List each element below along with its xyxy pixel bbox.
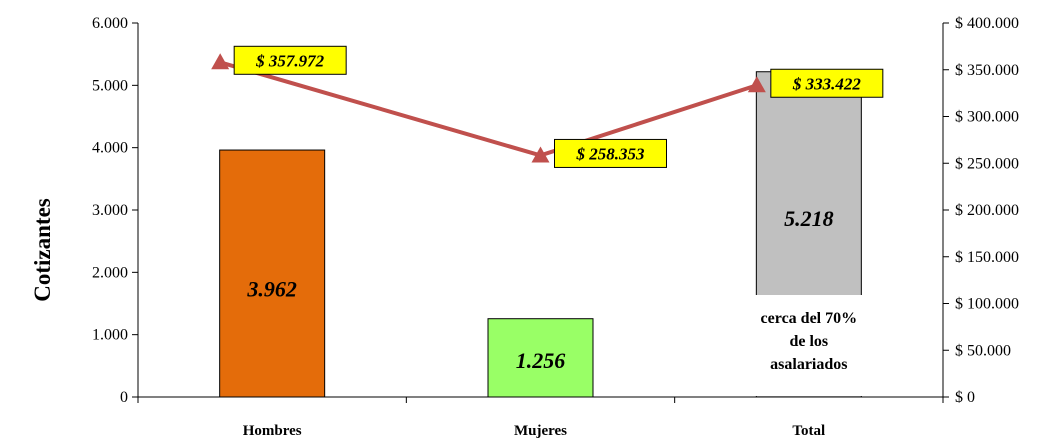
x-tick-label: Mujeres [514,423,567,439]
line-value-label: $ 333.422 [770,68,884,98]
y-tick-label: 3.000 [92,202,128,219]
line-label-text: $ 357.972 [255,51,325,70]
y2-tick-label: $ 150.000 [955,249,1019,266]
line-marker [747,76,766,93]
bar-annotation: cerca del 70% de los asalariados [742,295,875,396]
line-series-path [219,60,758,158]
line-series: $ 357.972 $ 258.353 $ 333.422 [211,45,884,168]
y-tick-label: 6.000 [92,15,128,32]
line-label-box [233,45,347,75]
annotation-line: asalariados [770,356,847,373]
line-value-label: $ 357.972 [233,45,347,75]
y2-tick-label: $ 250.000 [955,155,1019,172]
y2-tick-label: $ 300.000 [955,109,1019,126]
annotation-box [742,295,875,396]
x-tick-label: Hombres [243,423,302,439]
x-tick-label: Total [792,423,825,439]
y-axis-title: Cotizantes [30,198,55,302]
line-marker [211,53,230,70]
y2-tick-label: $ 200.000 [955,202,1019,219]
line-value-label: $ 258.353 [554,138,667,168]
y2-tick-label: $ 350.000 [955,62,1019,79]
bar [487,318,594,398]
y-tick-label: 2.000 [92,264,128,281]
y-tick-label: 4.000 [92,140,128,157]
y2-tick-label: $ 0 [955,389,975,406]
bar-value-label: 3.962 [246,276,297,301]
y-axis-left: 0 1.000 2.000 3.000 4.000 5.000 6.000 [92,15,139,406]
x-axis: Hombres Mujeres Total [137,396,944,439]
annotation-line: de los [789,333,828,350]
bar [219,149,326,398]
line-label-box [770,68,884,98]
line-label-text: $ 258.353 [576,144,646,163]
annotation-line: cerca del 70% [761,310,858,327]
line-label-box [554,138,667,168]
y-tick-label: 1.000 [92,327,128,344]
y2-tick-label: $ 100.000 [955,296,1019,313]
line-label-text: $ 333.422 [792,74,862,93]
bar-value-label: 5.218 [784,206,834,231]
y2-tick-label: $ 400.000 [955,15,1019,32]
y-tick-label: 5.000 [92,77,128,94]
line-marker [531,146,550,163]
bar-value-label: 1.256 [516,348,566,373]
y-axis-right: $ 0 $ 50.000 $ 100.000 $ 150.000 $ 200.000 $ … [942,15,1019,406]
y2-tick-label: $ 50.000 [955,342,1011,359]
y-tick-label: 0 [120,389,128,406]
